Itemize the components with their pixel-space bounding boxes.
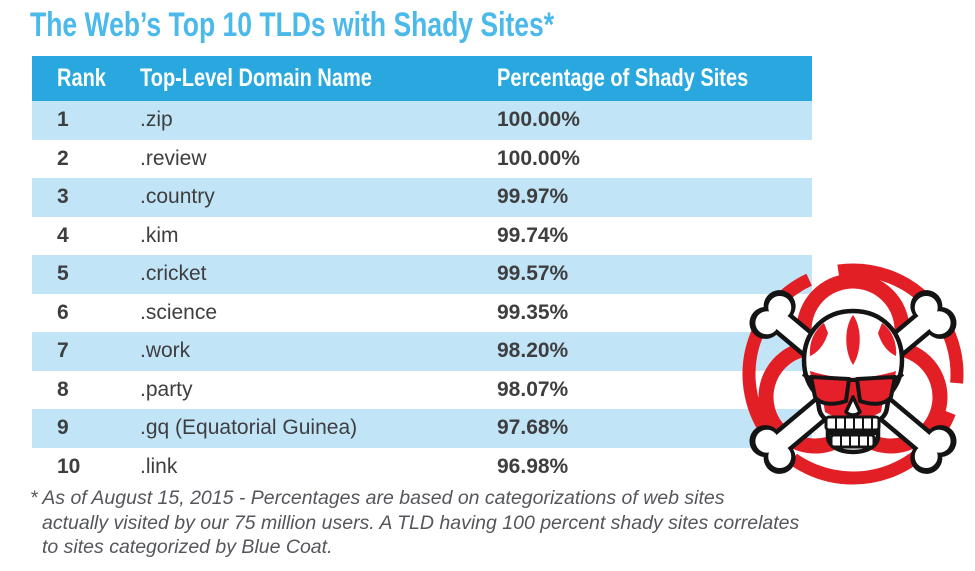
rank-cell: 3 xyxy=(57,185,69,209)
table-row: 9 .gq (Equatorial Guinea) 97.68% xyxy=(32,409,812,448)
skull-icon xyxy=(801,308,905,455)
table-row: 4 .kim 99.74% xyxy=(32,216,812,255)
tld-table: Rank Top-Level Domain Name Percentage of… xyxy=(32,56,812,486)
rank-cell: 1 xyxy=(57,108,69,132)
header-pct: Percentage of Shady Sites xyxy=(497,64,812,93)
tld-cell: .zip xyxy=(140,108,173,132)
pct-cell: 98.07% xyxy=(497,377,569,401)
table-row: 3 .country 99.97% xyxy=(32,178,812,217)
header-tld-label: Top-Level Domain Name xyxy=(140,64,372,92)
tld-cell: .party xyxy=(140,377,193,401)
table-row: 5 .cricket 99.57% xyxy=(32,255,812,294)
footnote-line-2: actually visited by our 75 million users… xyxy=(42,511,800,534)
table-body: 1 .zip 100.00% 2 .review 100.00% 3 .coun… xyxy=(32,101,812,486)
header-rank-label: Rank xyxy=(57,64,106,92)
pct-cell: 99.57% xyxy=(497,262,569,286)
tld-cell: .gq (Equatorial Guinea) xyxy=(140,416,358,440)
tld-cell: .science xyxy=(140,300,218,324)
table-row: 6 .science 99.35% xyxy=(32,293,812,332)
header-pct-label: Percentage of Shady Sites xyxy=(497,64,749,92)
table-header-row: Rank Top-Level Domain Name Percentage of… xyxy=(32,56,812,101)
pct-cell: 96.98% xyxy=(497,454,569,478)
tld-cell: .kim xyxy=(140,223,179,247)
rank-cell: 6 xyxy=(57,300,69,324)
rank-cell: 2 xyxy=(57,146,69,170)
pct-cell: 99.74% xyxy=(497,223,569,247)
pct-cell: 99.35% xyxy=(497,300,569,324)
rank-cell: 8 xyxy=(57,377,69,401)
rank-cell: 9 xyxy=(57,416,69,440)
rank-cell: 7 xyxy=(57,339,69,363)
footnote-line-3: to sites categorized by Blue Coat. xyxy=(42,536,333,558)
header-rank: Rank xyxy=(32,64,140,93)
page-title: The Web’s Top 10 TLDs with Shady Sites* xyxy=(30,6,555,44)
pct-cell: 100.00% xyxy=(497,146,580,170)
rank-cell: 5 xyxy=(57,262,69,286)
table-row: 7 .work 98.20% xyxy=(32,332,812,371)
rank-cell: 4 xyxy=(57,223,69,247)
tld-cell: .cricket xyxy=(140,262,207,286)
pct-cell: 100.00% xyxy=(497,108,580,132)
tld-cell: .link xyxy=(140,454,178,478)
pct-cell: 99.97% xyxy=(497,185,569,209)
table-row: 8 .party 98.07% xyxy=(32,370,812,409)
pct-cell: 97.68% xyxy=(497,416,569,440)
skull-biohazard-svg xyxy=(742,263,964,485)
footnote: * As of August 15, 2015 - Percentages ar… xyxy=(30,486,799,560)
header-tld: Top-Level Domain Name xyxy=(140,64,497,93)
pct-cell: 98.20% xyxy=(497,339,569,363)
table-row: 10 .link 96.98% xyxy=(32,447,812,486)
tld-cell: .review xyxy=(140,146,207,170)
table-row: 2 .review 100.00% xyxy=(32,139,812,178)
rank-cell: 10 xyxy=(57,454,81,478)
footnote-line-1: * As of August 15, 2015 - Percentages ar… xyxy=(30,487,725,509)
tld-cell: .work xyxy=(140,339,191,363)
skull-biohazard-graphic xyxy=(731,253,975,495)
tld-cell: .country xyxy=(140,185,215,209)
table-row: 1 .zip 100.00% xyxy=(32,101,812,140)
